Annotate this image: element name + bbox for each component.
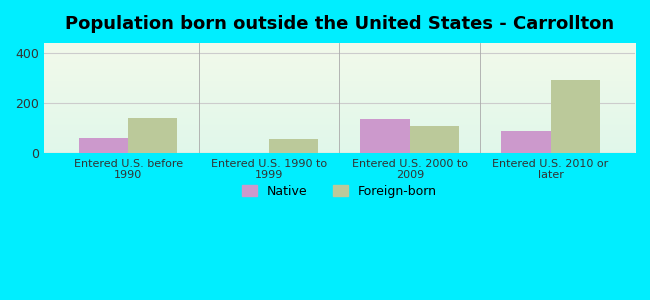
Bar [361, 119, 410, 153]
Legend: Native, Foreign-born: Native, Foreign-born [236, 179, 443, 204]
Bar [551, 80, 600, 153]
Bar [410, 126, 459, 153]
Bar [501, 130, 551, 153]
Bar [269, 139, 318, 153]
Bar [128, 118, 177, 153]
Title: Population born outside the United States - Carrollton: Population born outside the United State… [65, 15, 614, 33]
Bar [79, 138, 128, 153]
